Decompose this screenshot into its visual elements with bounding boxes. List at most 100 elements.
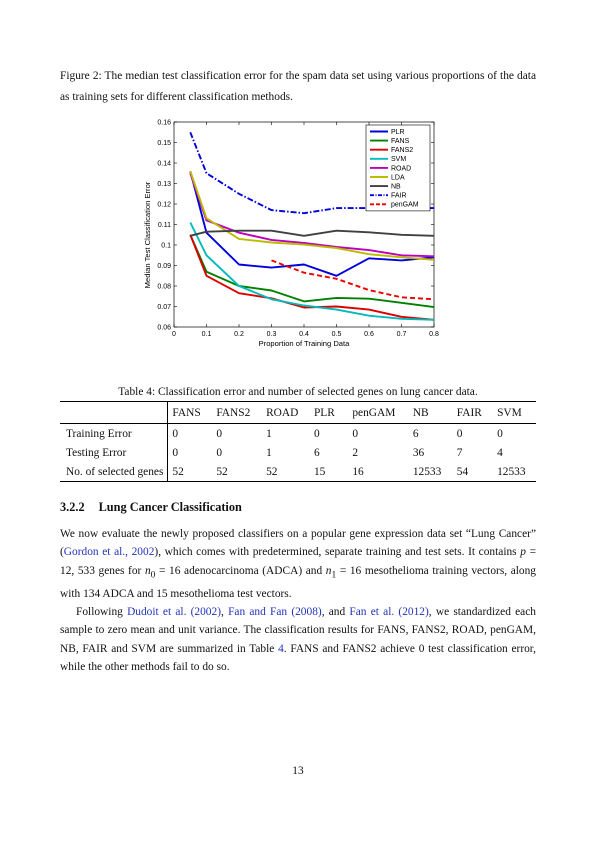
y-tick-label: 0.09 (157, 263, 171, 270)
table-cell: 0 (352, 427, 359, 440)
series-line-fans2 (189, 234, 435, 321)
row-label: Training Error (60, 423, 169, 443)
y-tick-label: 0.12 (157, 201, 171, 208)
table-cell: 6 (313, 446, 320, 459)
section-title: Lung Cancer Classification (98, 500, 242, 514)
table-cell: 52 (266, 465, 278, 478)
column-header: ROAD (262, 401, 310, 424)
table-cell: 36 (412, 446, 425, 459)
column-header: FANS2 (212, 401, 263, 424)
math-var: n (144, 564, 151, 577)
series-line-pengam (271, 259, 435, 301)
citation-link[interactable]: Fan et al. (2012) (349, 605, 429, 618)
table-cell: 16 (352, 465, 364, 478)
table-cell: 15 (313, 465, 326, 478)
text-run: ), which comes with predetermined, separ… (154, 546, 521, 559)
x-tick-label: 0.7 (397, 331, 407, 338)
math-var: p (520, 546, 526, 559)
y-tick-label: 0.07 (157, 304, 171, 311)
table-cell: 0 (172, 427, 179, 440)
legend-label: PLR (391, 129, 405, 136)
text-run: = 12, 533 genes for (60, 546, 537, 577)
column-header: NB (408, 401, 453, 424)
x-tick-label: 0.8 (429, 331, 439, 338)
column-header: penGAM (348, 401, 409, 424)
text-run: , and (321, 605, 350, 618)
table-cell: 52 (172, 465, 184, 478)
text-run: We now evaluate the newly proposed class… (60, 528, 536, 559)
x-axis-label: Proportion of Training Data (259, 339, 351, 348)
series-line-lda (189, 170, 435, 261)
citation-link[interactable]: Gordon et al., 2002 (63, 546, 155, 559)
x-tick-label: 0.5 (332, 331, 342, 338)
table-cell: 4 (497, 446, 503, 459)
column-header: PLR (309, 401, 349, 424)
y-tick-label: 0.06 (157, 324, 171, 331)
table-cell: 12533 (497, 465, 526, 478)
legend-label: LDA (391, 174, 405, 181)
line-chart: 0 0.1 0.2 0.3 0.4 0.5 0.6 0.7 0.8 0.06 0.07 0.08 0.0… (143, 119, 439, 348)
row-label: No. of selected genes (60, 462, 169, 482)
column-header: FANS (167, 401, 213, 424)
table-cell: 6 (412, 427, 419, 440)
y-tick-label: 0.11 (158, 222, 171, 229)
y-tick-label: 0.16 (157, 119, 171, 126)
text-run: . FANS and FANS2 achieve 0 test classifi… (60, 642, 536, 674)
paragraph-1: We now evaluate the newly proposed class… (60, 525, 536, 603)
page-number: 13 (292, 765, 304, 777)
legend-label: FAIR (391, 193, 407, 200)
table-cell: 1 (266, 446, 272, 459)
table-caption: Table 4: Classification error and number… (118, 386, 478, 398)
chart-legend: PLR FANS FANS2 SVM ROAD LDA NB FAIR penGAM (365, 124, 431, 212)
series-line-svm (189, 222, 435, 321)
table-cell: 0 (456, 427, 463, 440)
series-line-plr (189, 170, 435, 277)
legend-label: FANS2 (391, 147, 413, 154)
table-reference-link[interactable]: 4 (278, 642, 284, 655)
x-tick-label: 0.4 (299, 331, 309, 338)
table-header-row: FANS FANS2 ROAD PLR penGAM NB FAIR SVM (60, 401, 536, 424)
table-cell: 0 (216, 446, 223, 459)
math-subscript: 0 (150, 570, 156, 581)
row-label: Testing Error (60, 443, 169, 462)
math-subscript: 1 (331, 570, 337, 581)
paragraph-2: Following Dudoit et al. (2002), Fan and … (60, 603, 536, 677)
legend-label: penGAM (391, 202, 419, 209)
column-header: FAIR (452, 401, 494, 424)
table-row: Training Error 0 0 1 0 0 6 0 0 (60, 423, 536, 443)
text-run: Following (76, 605, 128, 618)
legend-label: FANS (391, 138, 410, 145)
table-cell: 0 (313, 427, 320, 440)
table-cell: 0 (172, 446, 179, 459)
text-run: = 16 mesothelioma training vectors, alon… (60, 564, 537, 600)
table-cell: 52 (216, 465, 228, 478)
text-run: = 16 adenocarcinoma (ADCA) and (155, 564, 326, 577)
section-heading: 3.2.2 Lung Cancer Classification (60, 500, 242, 515)
text-run: , we standardized each sample to zero me… (60, 605, 536, 655)
y-tick-label: 0.13 (157, 181, 171, 188)
x-tick-label: 0.6 (364, 331, 374, 338)
y-tick-label: 0.08 (157, 283, 171, 290)
body-text: We now evaluate the newly proposed class… (60, 525, 536, 677)
y-tick-label: 0.15 (157, 140, 171, 147)
table-cell: 7 (456, 446, 463, 459)
legend-label: ROAD (391, 165, 411, 172)
text-run: , (221, 605, 229, 618)
section-number: 3.2.2 (60, 500, 85, 514)
column-header: SVM (493, 401, 536, 424)
table-cell: 0 (497, 427, 503, 440)
table-cell: 2 (352, 446, 359, 459)
y-tick-label: 0.14 (157, 160, 171, 167)
table-row: No. of selected genes 52 52 52 15 16 12533 54 12… (60, 462, 536, 482)
series-line-fans (189, 234, 435, 309)
table-cell: 0 (216, 427, 223, 440)
x-tick-label: 0 (172, 331, 176, 338)
y-tick-label: 0.1 (161, 242, 171, 249)
citation-link[interactable]: Fan and Fan (2008) (228, 605, 322, 618)
results-table: FANS FANS2 ROAD PLR penGAM NB FAIR SVM Training … (60, 401, 536, 482)
citation-link[interactable]: Dudoit et al. (2002) (127, 605, 221, 618)
table-cell: 12533 (412, 465, 442, 478)
figure-caption: Figure 2: The median test classification… (60, 70, 536, 103)
x-tick-label: 0.1 (202, 331, 212, 338)
y-axis-label: Median Test Classification Error (143, 181, 152, 288)
